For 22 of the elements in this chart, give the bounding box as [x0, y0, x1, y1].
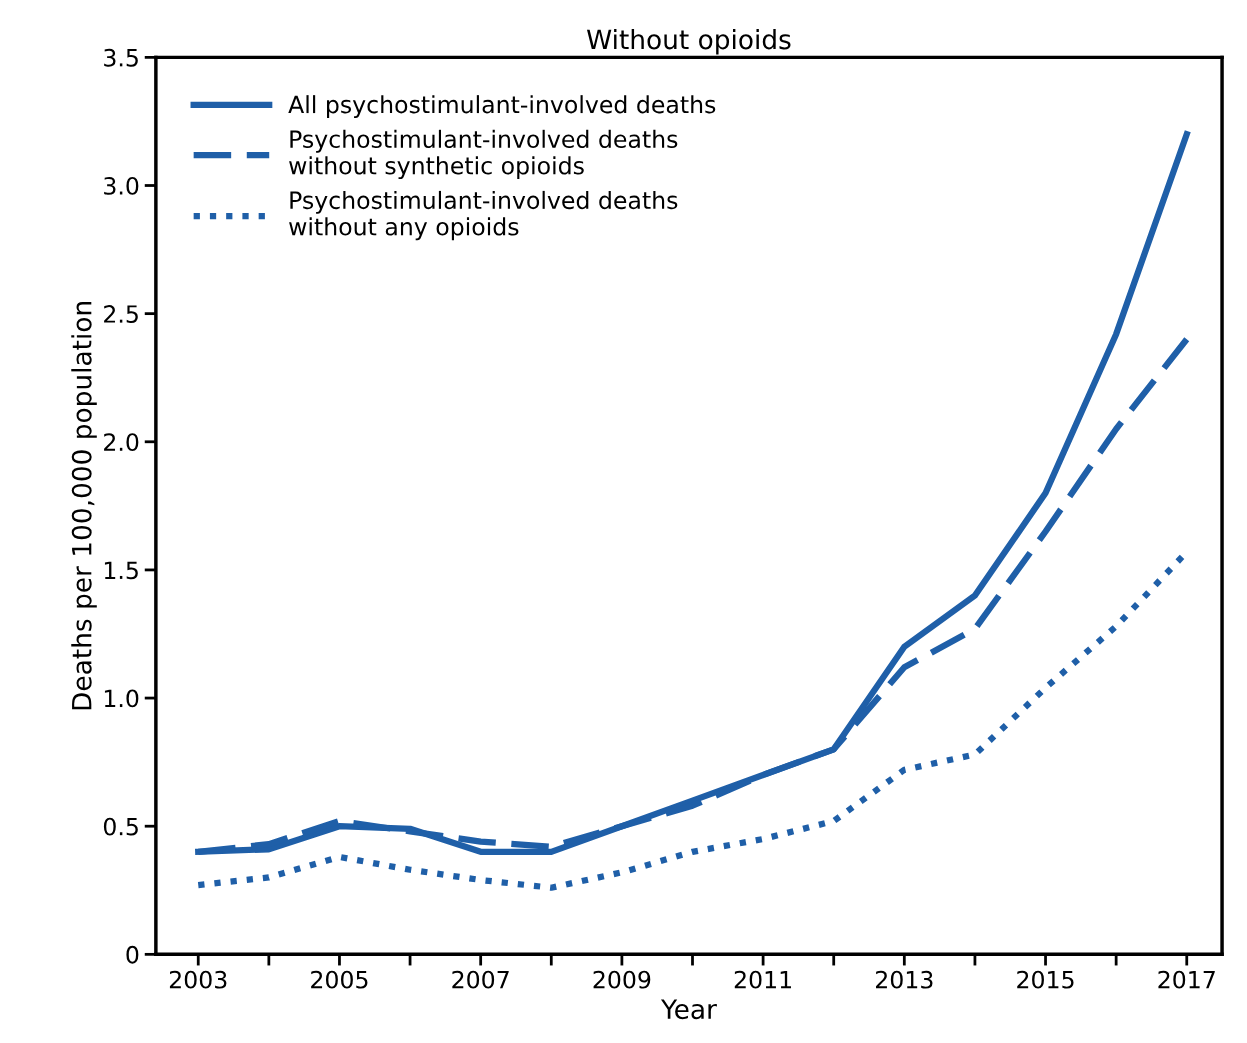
x-tick-label: 2011 — [734, 970, 791, 989]
y-tick-label: 2.5 — [104, 305, 138, 323]
y-tick-label: 3.5 — [104, 48, 138, 67]
y-tick-label: 2.0 — [104, 433, 139, 452]
x-axis-title: Year — [660, 999, 717, 1020]
y-tick-label: 3.0 — [104, 176, 139, 195]
x-tick-label: 2013 — [876, 970, 933, 989]
y-tick-label: 0 — [126, 945, 139, 964]
legend-label: Psychostimulant-involved deaths without synthetic opioids — [289, 129, 678, 180]
x-tick-label: 2017 — [1158, 970, 1215, 989]
x-tick-label: 2009 — [593, 970, 651, 989]
x-tick-label: 2015 — [1017, 970, 1074, 989]
y-tick-label: 1.0 — [104, 689, 139, 708]
y-tick-label: 1.5 — [104, 561, 138, 580]
y-axis-title: Deaths per 100,000 population — [71, 302, 97, 710]
chart-title: Without opioids — [586, 28, 791, 55]
y-tick-label: 0.5 — [103, 817, 138, 836]
legend-label: All psychostimulant-involved deaths — [288, 95, 716, 118]
x-tick-label: 2005 — [311, 970, 368, 989]
x-tick-label: 2003 — [169, 970, 227, 989]
legend-label: Psychostimulant-involved deaths without any opioids — [289, 190, 678, 241]
x-tick-label: 2007 — [452, 970, 509, 989]
